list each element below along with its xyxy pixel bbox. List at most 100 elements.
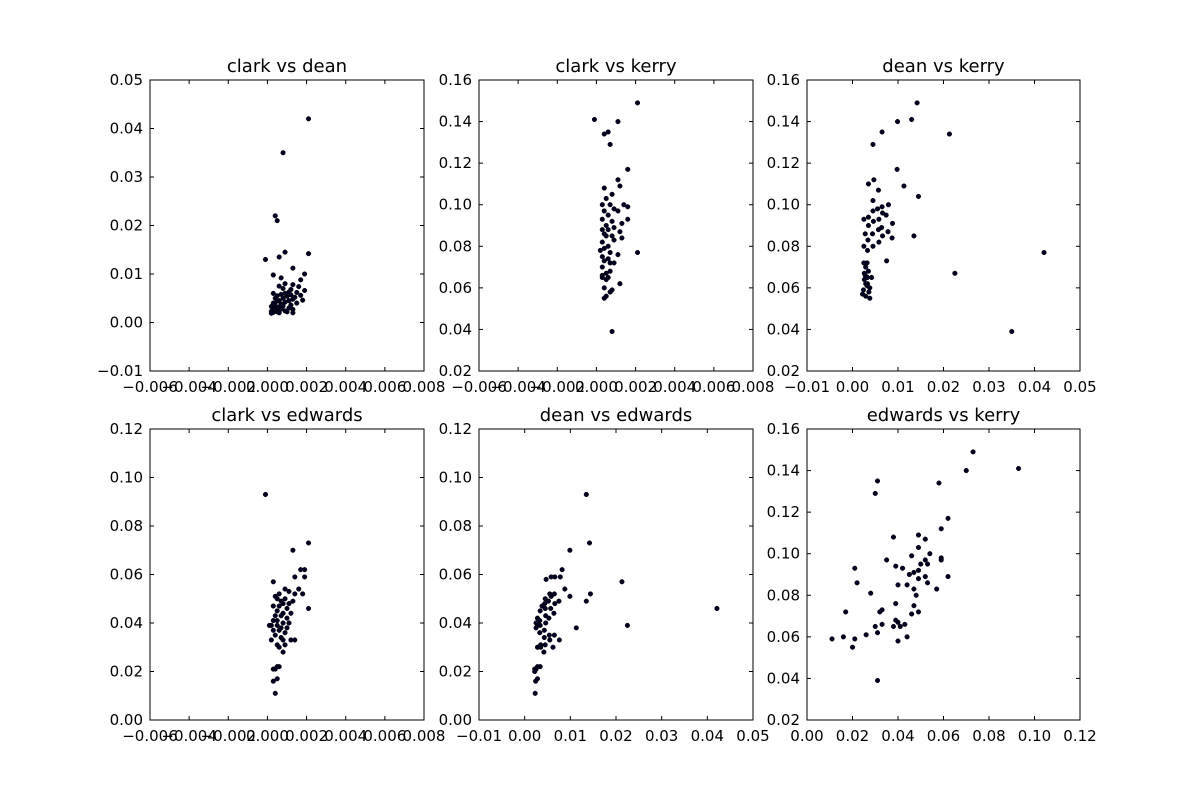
data-point <box>897 623 903 630</box>
x-tick-label: 0.004 <box>324 378 367 396</box>
data-point <box>876 216 882 222</box>
y-tick-label: 0.12 <box>110 420 143 438</box>
x-tick-label: 0.000 <box>246 378 289 396</box>
x-tick-label: 0.002 <box>285 727 328 745</box>
data-point <box>298 292 304 298</box>
data-point <box>282 596 288 602</box>
y-tick-label: 0.12 <box>767 154 800 172</box>
data-point <box>280 649 286 655</box>
x-tick-label: 0.03 <box>972 378 1005 396</box>
data-point <box>546 632 552 638</box>
data-point <box>270 272 276 278</box>
data-point <box>288 610 294 616</box>
data-point <box>909 116 915 123</box>
data-point <box>895 582 901 588</box>
data-point <box>877 609 883 615</box>
data-point <box>551 610 557 616</box>
data-point <box>537 608 543 614</box>
x-tick-label: 0.05 <box>736 727 769 745</box>
data-point <box>849 644 856 650</box>
data-point <box>840 634 846 640</box>
data-point <box>300 297 306 303</box>
x-tick-label: 0.00 <box>508 727 541 745</box>
data-point <box>970 449 976 455</box>
data-point <box>280 150 286 156</box>
data-point <box>615 252 621 258</box>
y-tick-label: −0.01 <box>97 362 143 380</box>
subplot-1: −0.006−0.004−0.0020.0000.0020.0040.0060.… <box>97 56 445 396</box>
data-point <box>871 177 877 183</box>
x-tick-label: −0.004 <box>161 378 217 396</box>
data-point <box>296 284 302 290</box>
data-point <box>298 277 304 283</box>
x-tick-label: −0.002 <box>201 378 257 396</box>
data-point <box>305 605 312 612</box>
data-point <box>550 644 556 650</box>
data-point <box>599 216 605 222</box>
data-point <box>603 276 609 283</box>
data-point <box>557 574 563 580</box>
data-point <box>286 601 292 607</box>
data-point <box>302 574 308 580</box>
y-tick-label: 0.06 <box>767 279 800 297</box>
data-point <box>902 621 908 627</box>
x-tick-label: −0.01 <box>784 378 830 396</box>
x-tick-label: −0.01 <box>456 727 502 745</box>
data-point <box>272 632 278 638</box>
data-point <box>863 293 869 299</box>
data-point <box>621 202 627 208</box>
y-tick-label: 0.00 <box>110 314 143 332</box>
y-tick-label: 0.00 <box>110 711 143 729</box>
x-tick-label: 0.04 <box>691 727 724 745</box>
data-point <box>541 649 547 655</box>
y-tick-label: 0.12 <box>439 154 472 172</box>
data-point <box>548 605 554 612</box>
x-tick-label: 0.000 <box>246 727 289 745</box>
data-point <box>603 233 609 239</box>
x-tick-label: 0.02 <box>927 378 960 396</box>
data-point <box>895 638 901 644</box>
x-tick-label: 0.000 <box>575 378 618 396</box>
data-point <box>586 540 593 546</box>
y-tick-label: 0.02 <box>110 217 143 235</box>
data-point <box>879 204 885 210</box>
data-point <box>879 233 886 239</box>
y-tick-label: 0.00 <box>439 711 472 729</box>
data-point <box>282 249 288 255</box>
data-point <box>938 526 944 532</box>
data-point <box>945 515 951 521</box>
data-point <box>938 557 944 563</box>
x-tick-label: 0.004 <box>324 727 367 745</box>
data-point <box>872 623 878 630</box>
data-point <box>864 281 871 287</box>
data-point <box>282 642 288 648</box>
data-point <box>869 274 875 281</box>
data-point <box>290 598 296 604</box>
data-point <box>865 222 871 229</box>
data-point <box>603 270 609 276</box>
data-point <box>876 239 882 245</box>
x-tick-label: 0.03 <box>645 727 678 745</box>
y-tick-label: 0.08 <box>767 586 800 604</box>
data-point <box>296 586 302 592</box>
data-point <box>280 601 286 607</box>
data-point <box>1041 249 1047 256</box>
data-point <box>884 557 890 563</box>
data-point <box>915 193 922 199</box>
data-point <box>272 666 278 672</box>
y-tick-label: 0.10 <box>767 196 800 214</box>
x-tick-label: 0.00 <box>836 378 869 396</box>
y-tick-label: 0.10 <box>439 196 472 214</box>
data-point <box>292 574 298 580</box>
data-point <box>918 561 924 567</box>
data-point <box>879 129 885 135</box>
data-point <box>605 129 611 135</box>
data-point <box>278 275 284 281</box>
data-point <box>532 690 538 696</box>
data-point <box>915 544 922 551</box>
data-point <box>272 690 278 696</box>
data-point <box>863 264 869 270</box>
data-point <box>270 579 276 585</box>
data-point <box>305 251 312 257</box>
